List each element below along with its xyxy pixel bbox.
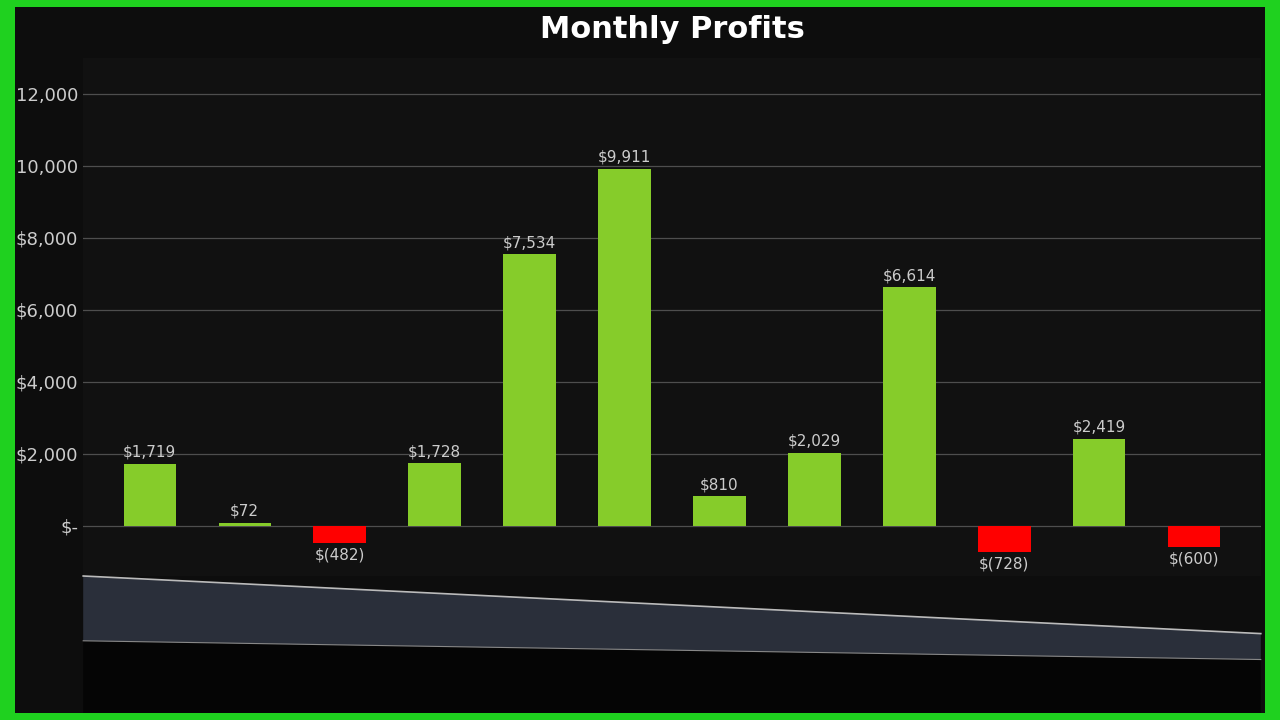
Text: MAR: MAR: [320, 608, 360, 625]
Text: JAN: JAN: [134, 603, 165, 618]
Text: JUL: JUL: [705, 621, 733, 637]
Bar: [978, 526, 1030, 552]
Bar: [1169, 526, 1220, 547]
Bar: [694, 497, 746, 526]
Text: APR: APR: [417, 611, 452, 628]
Bar: [883, 287, 936, 526]
Title: Monthly Profits: Monthly Profits: [540, 15, 804, 44]
Text: $810: $810: [700, 477, 739, 492]
Text: $1,719: $1,719: [123, 444, 177, 459]
Bar: [124, 464, 175, 526]
Text: $6,614: $6,614: [883, 268, 936, 283]
Text: $9,911: $9,911: [598, 150, 652, 164]
Text: $2,029: $2,029: [787, 433, 841, 449]
Bar: [503, 254, 556, 526]
Text: $(482): $(482): [315, 547, 365, 562]
Text: SEP: SEP: [893, 627, 925, 644]
Text: NOV: NOV: [1080, 633, 1119, 649]
Text: $(600): $(600): [1169, 552, 1220, 567]
Bar: [408, 464, 461, 526]
Text: JUN: JUN: [609, 618, 640, 634]
Text: $(728): $(728): [979, 556, 1029, 571]
Bar: [1073, 438, 1125, 526]
Bar: [788, 453, 841, 526]
Text: MAY: MAY: [511, 614, 548, 631]
Bar: [314, 526, 366, 543]
Text: $1,728: $1,728: [408, 444, 461, 459]
Text: $7,534: $7,534: [503, 235, 557, 250]
Text: OCT: OCT: [987, 630, 1021, 647]
Bar: [219, 523, 271, 526]
Text: AUG: AUG: [796, 624, 833, 641]
Text: $2,419: $2,419: [1073, 419, 1126, 434]
Bar: [599, 168, 650, 526]
Text: FEB: FEB: [228, 606, 261, 622]
Text: $72: $72: [230, 504, 259, 518]
Text: DEC: DEC: [1176, 636, 1212, 653]
